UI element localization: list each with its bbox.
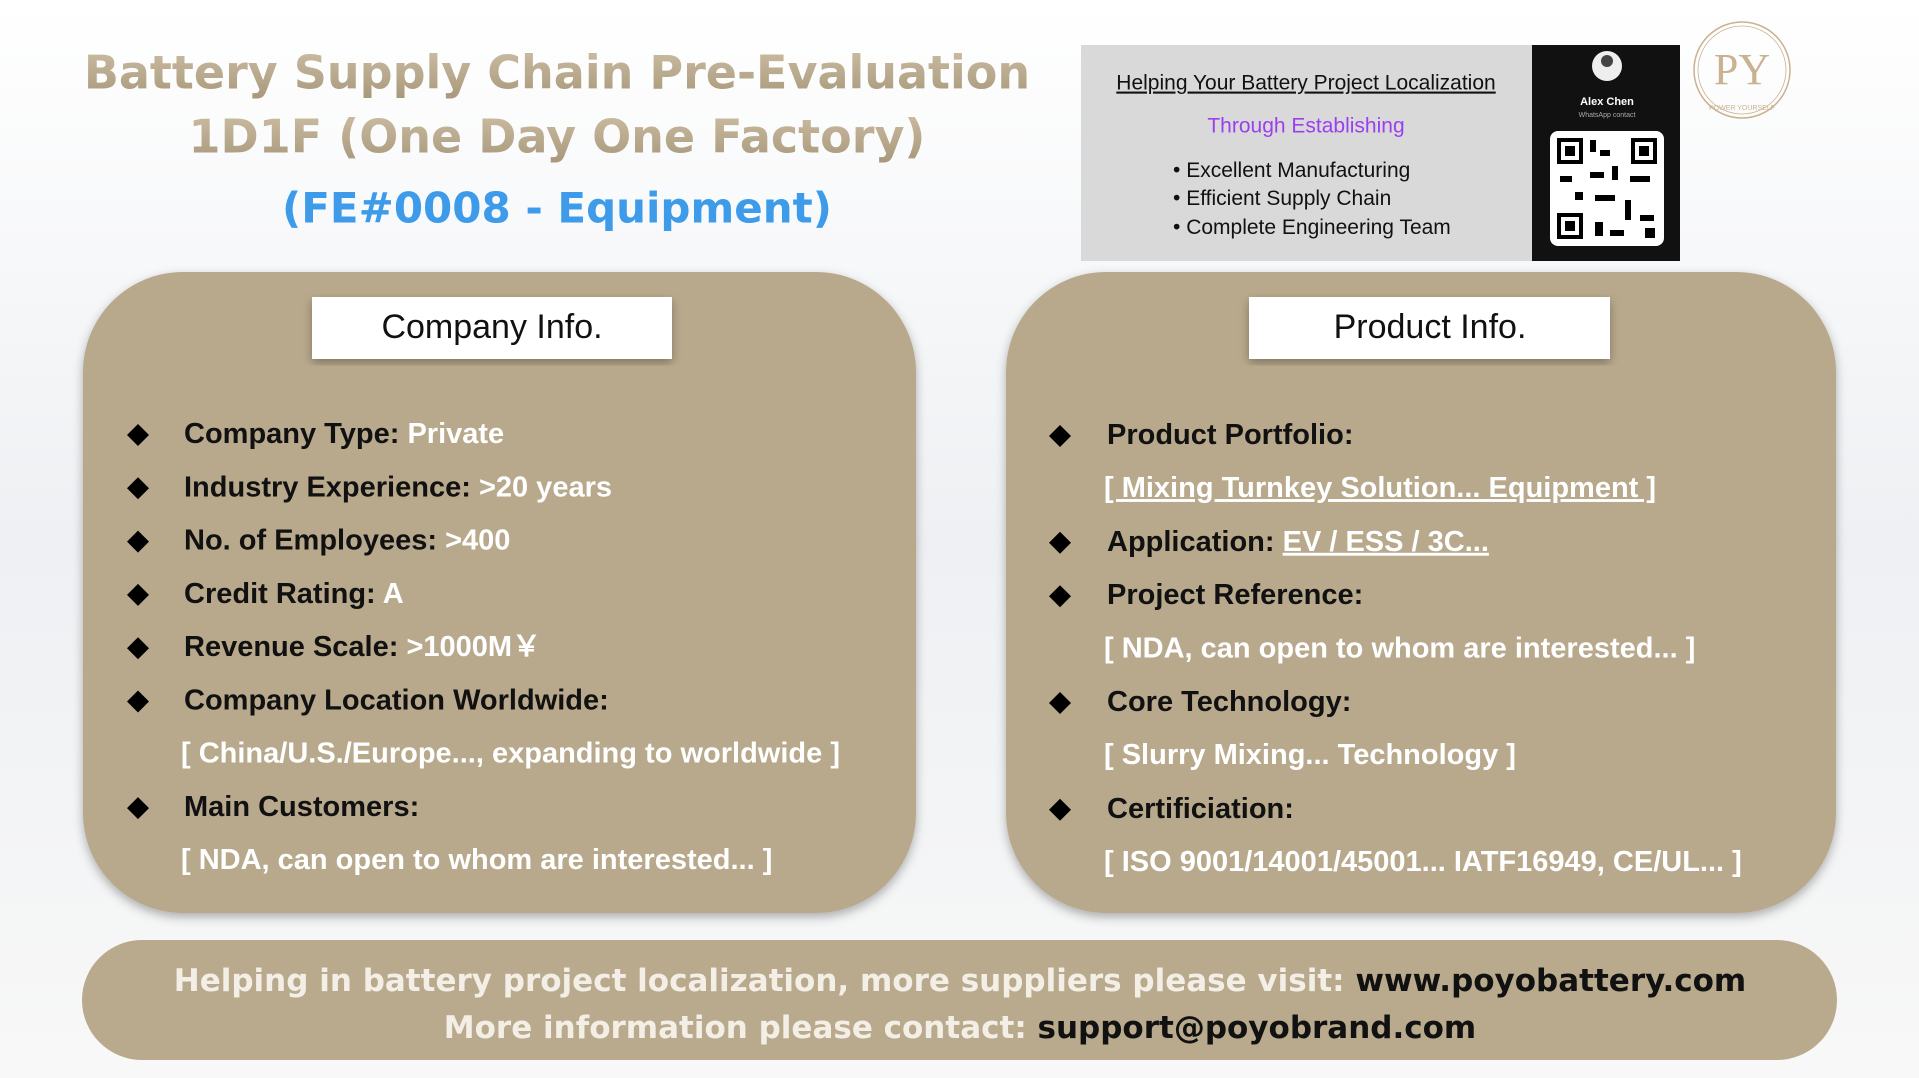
footer-link[interactable]: www.poyobattery.com <box>1355 963 1746 999</box>
item-label: Product Portfolio: <box>1107 419 1353 451</box>
info-item: Product Portfolio: <box>1107 419 1353 451</box>
info-item: Main Customers: <box>184 791 419 823</box>
info-lists: Company Type: Private Industry Experience… <box>127 418 1742 878</box>
info-item: Certificiation: <box>1107 792 1294 824</box>
item-value: >1000M￥ <box>406 631 541 663</box>
info-item: Credit Rating: A <box>184 578 404 610</box>
footer-panel <box>82 940 1837 1060</box>
qr-code <box>1557 138 1657 239</box>
info-item: Company Location Worldwide: <box>184 684 609 716</box>
item-detail: [ NDA, can open to whom are interested..… <box>1104 632 1695 664</box>
company-panel <box>83 272 916 913</box>
bullet <box>127 530 149 553</box>
bullet <box>127 797 149 820</box>
promo-bullet-text: Efficient Supply Chain <box>1186 187 1391 210</box>
subtitle: (FE#0008 - Equipment) <box>282 184 832 233</box>
company-tab <box>312 297 672 359</box>
item-label: Project Reference: <box>1107 579 1363 611</box>
item-detail: [ Mixing Turnkey Solution... Equipment ] <box>1104 472 1656 504</box>
info-item: Revenue Scale: >1000M￥ <box>184 631 541 663</box>
item-label: Company Type: <box>184 418 399 450</box>
item-value: >400 <box>445 524 510 556</box>
product-title: Product Info. <box>1334 308 1527 346</box>
bullet <box>1049 425 1071 447</box>
item-label: Certificiation: <box>1107 792 1294 824</box>
info-item: Project Reference: <box>1107 579 1363 611</box>
promo-bullet-text: Excellent Manufacturing <box>1186 159 1410 182</box>
footer-line: Helping in battery project localization,… <box>174 963 1747 999</box>
item-label: No. of Employees: <box>184 524 437 556</box>
footer-text: Helping in battery project localization,… <box>174 963 1345 999</box>
contact-name: Alex Chen <box>1580 96 1634 108</box>
logo-monogram: PY <box>1714 45 1770 94</box>
bullet <box>1049 531 1071 554</box>
item-label: Credit Rating: <box>184 578 376 610</box>
promo-card: Helping Your Battery Project Localizatio… <box>1081 45 1680 261</box>
item-label: Main Customers: <box>184 791 419 823</box>
product-panel <box>1006 272 1836 913</box>
footer-link[interactable]: support@poyobrand.com <box>1038 1010 1477 1046</box>
bullet <box>127 637 149 660</box>
item-value: A <box>383 578 404 610</box>
company-title: Company Info. <box>381 308 602 346</box>
item-value: >20 years <box>479 471 612 503</box>
bullet <box>127 424 149 446</box>
bullet <box>1049 585 1071 608</box>
item-detail: [ China/U.S./Europe..., expanding to wor… <box>181 737 840 769</box>
promo-bullet-text: Complete Engineering Team <box>1186 216 1451 239</box>
info-item: Industry Experience: >20 years <box>184 471 612 503</box>
promo-heading: Helping Your Battery Project Localizatio… <box>1116 72 1495 95</box>
item-label: Revenue Scale: <box>184 631 398 663</box>
promo-bullet: • Efficient Supply Chain <box>1173 187 1391 210</box>
title: 1D1F (One Day One Factory) <box>189 110 926 164</box>
product-tab <box>1249 297 1610 359</box>
logo: PY POWER YOURSELF <box>1693 21 1791 119</box>
bullet <box>127 583 149 606</box>
logo-motto: POWER YOURSELF <box>1709 105 1775 112</box>
item-detail: [ NDA, can open to whom are interested..… <box>181 844 772 876</box>
item-value: EV / ESS / 3C... <box>1283 525 1489 557</box>
info-item: Application: EV / ESS / 3C... <box>1107 525 1489 557</box>
bullet <box>127 690 149 713</box>
bullet <box>1049 692 1071 714</box>
bullet <box>127 477 149 500</box>
bullet <box>1049 798 1071 821</box>
promo-bullet: • Complete Engineering Team <box>1173 216 1451 239</box>
info-item: No. of Employees: >400 <box>184 524 510 556</box>
footer-line: More information please contact: support… <box>444 1010 1476 1046</box>
item-label: Company Location Worldwide: <box>184 684 609 716</box>
info-item: Company Type: Private <box>184 418 504 450</box>
contact-sub: WhatsApp contact <box>1579 112 1636 119</box>
item-label: Core Technology: <box>1107 686 1351 718</box>
item-value: Private <box>407 418 504 450</box>
info-item: Core Technology: <box>1107 686 1351 718</box>
promo-bullet: • Excellent Manufacturing <box>1173 159 1410 182</box>
footer-text: More information please contact: <box>444 1010 1027 1046</box>
item-label: Industry Experience: <box>184 471 471 503</box>
title: Battery Supply Chain Pre-Evaluation <box>84 46 1030 100</box>
item-detail: [ Slurry Mixing... Technology ] <box>1104 739 1516 771</box>
item-detail: [ ISO 9001/14001/45001... IATF16949, CE/… <box>1104 846 1742 878</box>
item-label: Application: <box>1107 525 1275 557</box>
promo-subheading: Through Establishing <box>1207 115 1404 138</box>
